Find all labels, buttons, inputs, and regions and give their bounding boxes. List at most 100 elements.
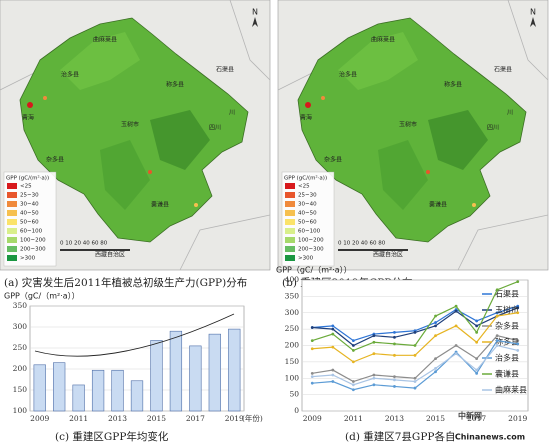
legend-label: >300 [298, 256, 314, 262]
legend-swatch [285, 192, 295, 198]
legend-label: 100~200 [20, 238, 46, 244]
point [413, 353, 417, 357]
point [310, 371, 314, 375]
point [310, 339, 314, 342]
point [516, 339, 520, 342]
point [454, 352, 458, 356]
point [495, 311, 499, 315]
legend-swatch [285, 219, 295, 225]
legend-label: 40~50 [298, 211, 317, 217]
legend-label: >300 [20, 256, 36, 262]
map-caption: (a) 灾害发生后2011年植被总初级生产力(GPP)分布 [4, 276, 247, 289]
point [372, 383, 376, 387]
point [351, 380, 355, 383]
bar [189, 345, 202, 412]
point [393, 331, 396, 334]
legend-swatch [7, 201, 17, 207]
x-tick-label: 2009 [303, 414, 322, 423]
x-tick-label: 2009 [30, 414, 49, 423]
point [495, 339, 499, 342]
point [331, 327, 335, 331]
point [372, 373, 376, 377]
y-tick-label: 300 [13, 322, 28, 331]
point [475, 340, 479, 344]
map-label: 青海 [300, 114, 312, 122]
point [413, 376, 417, 380]
point [434, 324, 437, 328]
bar [208, 333, 221, 412]
point [516, 342, 520, 346]
chart-caption: (c) 重建区GPP年均变化 [55, 430, 169, 443]
legend-swatch [285, 255, 295, 261]
x-axis-title: (年份) [242, 413, 263, 423]
legend-swatch [7, 255, 17, 261]
point [351, 349, 355, 352]
x-tick-label: 2019 [508, 414, 527, 423]
map-label: 川 [229, 110, 235, 117]
point [475, 368, 479, 372]
point [454, 324, 458, 328]
point [413, 386, 417, 390]
y-tick-label: 350 [285, 291, 300, 300]
x-tick-label: 2013 [108, 414, 127, 423]
point [516, 311, 520, 315]
map-label: 西藏自治区 [95, 251, 125, 259]
point [434, 321, 437, 324]
x-tick-label: 2015 [147, 414, 166, 423]
point [495, 314, 499, 318]
bar [53, 362, 66, 412]
point [434, 334, 437, 338]
legend-label: 杂多县 [495, 321, 519, 331]
point [331, 380, 335, 383]
point [516, 306, 520, 310]
point [331, 368, 335, 372]
map-label: 曲麻莱县 [93, 36, 117, 44]
x-tick-label: 2019 [225, 414, 244, 423]
point [475, 331, 479, 334]
north-arrow: N [530, 8, 536, 17]
map-label: 川 [507, 110, 513, 117]
point [351, 360, 355, 364]
point [434, 357, 437, 360]
map-label: 西藏自治区 [373, 251, 403, 259]
x-tick-label: 2017 [467, 414, 486, 423]
point [372, 334, 376, 338]
y-tick-label: 200 [285, 341, 300, 350]
x-tick-label: 2011 [69, 414, 88, 423]
point [475, 319, 479, 323]
point [351, 383, 355, 387]
trend-curve [34, 313, 235, 357]
legend-label: 100~200 [298, 238, 324, 244]
legend-label: <25 [20, 184, 32, 190]
map-label: 称多县 [166, 81, 184, 89]
map-label: 治多县 [339, 71, 357, 79]
y-axis-title: GPP（gC/（m²·a）） [4, 292, 80, 301]
legend-swatch [7, 237, 17, 243]
y-tick-label: 100 [285, 373, 300, 382]
point [310, 375, 314, 379]
y-tick-label: 400 [285, 275, 300, 284]
point [475, 357, 479, 360]
north-arrow-shape [252, 17, 258, 27]
chart-caption: (d) 重建区7县GPP各自 [345, 430, 455, 443]
map-label: 囊谦县 [151, 201, 169, 209]
point [351, 388, 355, 392]
legend-label: 曲麻莱县 [495, 385, 527, 395]
legend-swatch [7, 183, 17, 189]
legend-label: 称多县 [495, 337, 519, 347]
point [516, 280, 520, 284]
legend-label: 50~60 [298, 220, 317, 226]
y-tick-label: 250 [13, 343, 28, 352]
point [495, 288, 499, 292]
x-tick-label: 2015 [426, 414, 445, 423]
watermark-en: Chinanews.com [455, 433, 525, 442]
bar [72, 384, 85, 412]
point [475, 371, 479, 375]
legend-swatch [285, 210, 295, 216]
legend-swatch [285, 201, 295, 207]
point [372, 352, 376, 356]
point [310, 347, 314, 351]
legend-swatch [285, 246, 295, 252]
